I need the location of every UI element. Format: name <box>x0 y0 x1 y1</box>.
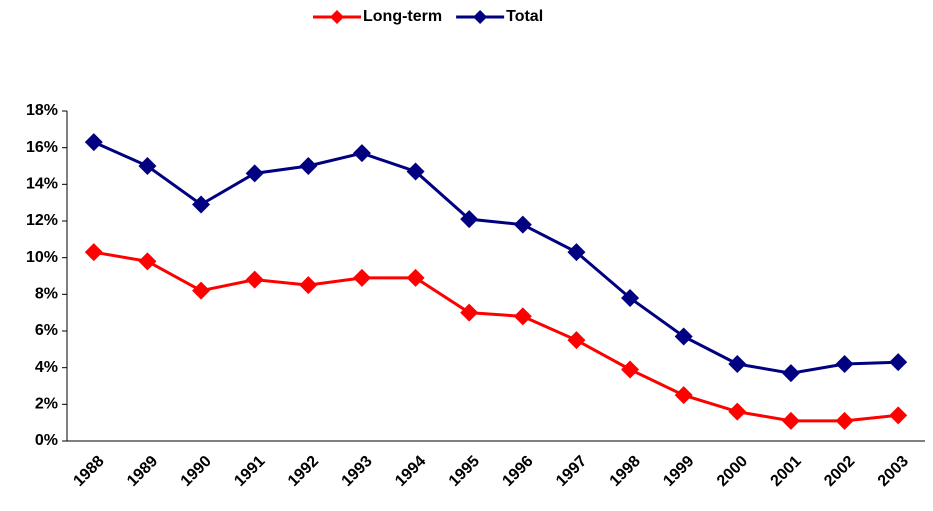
marker <box>567 331 586 350</box>
x-tick-label: 1999 <box>660 453 697 490</box>
marker <box>835 411 854 430</box>
marker <box>835 355 854 373</box>
marker <box>781 364 800 383</box>
y-tick-label: 4% <box>35 359 58 376</box>
marker <box>352 144 371 163</box>
marker <box>621 360 640 379</box>
y-tick-label: 6% <box>35 322 58 339</box>
y-tick-label: 8% <box>35 286 58 303</box>
y-tick-label: 10% <box>26 249 58 266</box>
x-tick-label: 1997 <box>553 453 590 490</box>
marker <box>728 355 747 373</box>
marker <box>352 268 371 287</box>
x-tick-label: 2001 <box>768 453 805 490</box>
marker <box>460 303 479 322</box>
legend-marker <box>473 10 488 24</box>
marker <box>84 243 103 262</box>
marker <box>299 276 318 295</box>
marker <box>245 164 264 183</box>
marker <box>84 133 103 152</box>
x-tick-label: 2002 <box>821 453 858 490</box>
x-tick-label: 1993 <box>339 453 376 490</box>
x-tick-label: 1990 <box>178 453 215 490</box>
x-tick-label: 1992 <box>285 453 322 490</box>
marker <box>889 406 908 425</box>
y-tick-label: 18% <box>26 102 58 119</box>
marker <box>245 270 264 289</box>
x-tick-label: 1998 <box>607 453 644 490</box>
marker <box>138 157 157 175</box>
marker <box>406 268 425 287</box>
marker <box>567 243 586 262</box>
y-tick-label: 16% <box>26 139 58 156</box>
marker <box>621 289 640 307</box>
legend-label: Long-term <box>363 8 442 25</box>
marker <box>192 281 211 300</box>
x-tick-label: 1996 <box>499 453 536 490</box>
y-tick-label: 2% <box>35 396 58 413</box>
marker <box>781 411 800 430</box>
marker <box>513 307 532 326</box>
x-tick-label: 1994 <box>392 453 429 490</box>
x-tick-label: 1988 <box>70 453 107 490</box>
x-tick-label: 2003 <box>875 453 912 490</box>
x-tick-label: 1991 <box>231 453 268 490</box>
legend-marker <box>330 10 344 24</box>
legend-label: Total <box>506 8 543 25</box>
y-tick-label: 12% <box>26 212 58 229</box>
marker <box>406 162 425 181</box>
x-tick-label: 1989 <box>124 453 161 490</box>
marker <box>728 402 747 421</box>
marker <box>889 353 908 372</box>
marker <box>192 195 211 214</box>
marker <box>138 252 157 271</box>
marker <box>674 327 693 346</box>
marker <box>460 210 479 229</box>
y-tick-label: 14% <box>26 176 58 193</box>
x-tick-label: 1995 <box>446 453 483 490</box>
y-tick-label: 0% <box>35 432 58 449</box>
marker <box>513 215 532 234</box>
x-tick-label: 2000 <box>714 453 751 490</box>
series-line <box>93 250 899 423</box>
marker <box>299 157 318 175</box>
series-line <box>93 140 899 375</box>
marker <box>674 386 693 405</box>
